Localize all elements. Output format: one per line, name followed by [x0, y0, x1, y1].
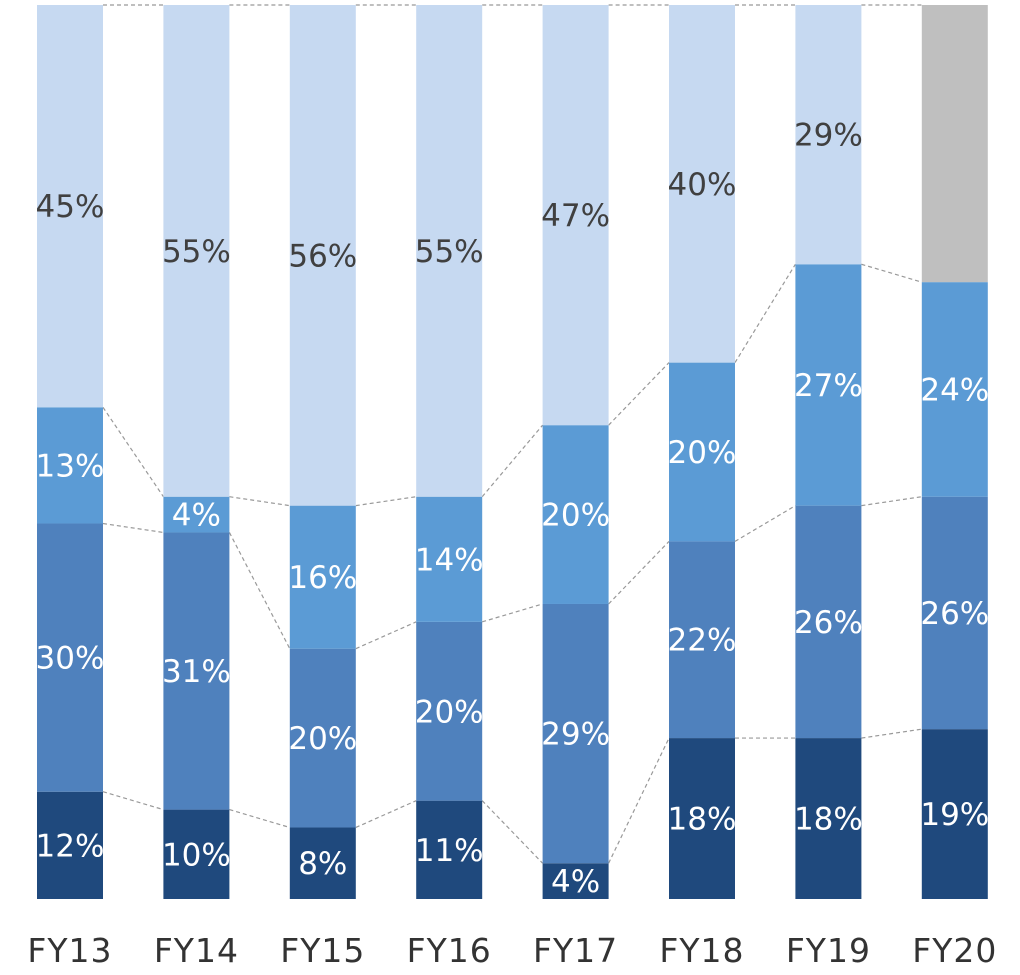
connector-line-s1-fy16	[481, 800, 544, 864]
connector-line-s3-fy15	[355, 496, 417, 507]
bar-segment-s2-fy13	[37, 523, 103, 792]
data-label-s1-fy18: 18%	[668, 802, 737, 838]
x-axis-tick-labels: FY13 FY14 FY15 FY16 FY17 FY18 FY19 FY20	[27, 931, 997, 970]
data-label-s3-fy19: 27%	[794, 368, 863, 404]
data-label-s1-fy20: 19%	[920, 797, 989, 833]
connector-line-s1-fy19	[861, 728, 922, 739]
bar-segment-s4-fy18	[669, 5, 735, 363]
connector-line-s2-fy17	[608, 540, 670, 605]
connector-line-s3-fy19	[861, 263, 922, 283]
x-tick-label-fy16: FY16	[407, 931, 492, 970]
bar-segment-s1-fy16	[416, 800, 483, 899]
bar-segment-s1-fy15	[289, 827, 356, 899]
connector-line-s1-fy15	[355, 800, 417, 829]
bar-segment-s1-fy19	[795, 738, 862, 899]
data-label-s2-fy18: 22%	[668, 623, 737, 659]
bar-segment-s3-fy18	[669, 362, 735, 542]
bar-segment-s4-fy14	[163, 5, 230, 497]
data-label-s1-fy16: 11%	[415, 833, 484, 869]
data-label-s3-fy13: 13%	[36, 448, 105, 484]
connector-line-s1-fy17	[608, 737, 670, 864]
data-label-s4-fy17: 47%	[541, 198, 610, 234]
data-label-s2-fy19: 26%	[794, 605, 863, 641]
bar-segment-s4-fy13	[37, 5, 103, 408]
data-label-s1-fy15: 8%	[298, 846, 347, 882]
data-label-s4-fy15: 56%	[288, 238, 357, 274]
connector-line-s2-fy18	[734, 505, 796, 542]
x-tick-label-fy17: FY17	[533, 931, 618, 970]
connector-line-s1-fy13	[102, 791, 164, 811]
bar-segment-s2-fy16	[416, 621, 483, 801]
x-tick-label-fy15: FY15	[280, 931, 365, 970]
data-label-s2-fy20: 26%	[920, 596, 989, 632]
bar-segment-s2-fy19	[795, 505, 862, 739]
bar-segment-s2-fy14	[163, 532, 230, 810]
bar-segment-remainder-fy20	[921, 5, 988, 283]
bar-segment-s3-fy15	[289, 505, 356, 649]
data-label-s2-fy13: 30%	[36, 641, 105, 677]
bar-segment-s1-fy20	[921, 729, 988, 899]
data-label-s2-fy16: 20%	[415, 694, 484, 730]
bar-segment-s3-fy17	[542, 425, 609, 604]
data-label-s4-fy14: 55%	[162, 234, 231, 270]
x-tick-label-fy14: FY14	[154, 931, 239, 970]
bar-segment-s4-fy15	[289, 5, 356, 506]
bar-segment-s1-fy17	[542, 863, 609, 899]
bar-segments	[37, 5, 988, 899]
data-label-s3-fy15: 16%	[288, 560, 357, 596]
bar-segment-s3-fy14	[163, 496, 230, 533]
data-label-s3-fy16: 14%	[415, 542, 484, 578]
bar-segment-s1-fy13	[37, 791, 103, 899]
connector-line-s3-fy14	[229, 496, 290, 507]
x-tick-label-fy20: FY20	[912, 931, 997, 970]
data-label-s4-fy19: 29%	[794, 118, 863, 154]
data-label-s3-fy18: 20%	[668, 435, 737, 471]
connector-line-s2-fy14	[228, 532, 291, 649]
data-label-s3-fy14: 4%	[172, 498, 221, 534]
data-label-s4-fy16: 55%	[415, 234, 484, 270]
data-label-s1-fy13: 12%	[36, 828, 105, 864]
data-label-s2-fy15: 20%	[288, 721, 357, 757]
bar-segment-s1-fy18	[669, 738, 735, 899]
bar-segment-s2-fy18	[669, 541, 735, 739]
data-label-s2-fy17: 29%	[541, 717, 610, 753]
x-tick-label-fy19: FY19	[786, 931, 871, 970]
data-label-s1-fy19: 18%	[794, 802, 863, 838]
bar-segment-s3-fy19	[795, 264, 862, 506]
bar-segment-s2-fy15	[289, 648, 356, 828]
data-label-s1-fy14: 10%	[162, 837, 231, 873]
bar-segment-s2-fy20	[921, 496, 988, 730]
data-label-s3-fy17: 20%	[541, 498, 610, 534]
connector-line-s3-fy17	[608, 362, 670, 426]
bar-segment-s4-fy19	[795, 5, 862, 265]
connector-line-s2-fy13	[102, 522, 164, 534]
bar-segment-s3-fy16	[416, 496, 483, 622]
data-label-s4-fy18: 40%	[668, 167, 737, 203]
data-labels: 12% 30% 13% 45% 10% 31% 4% 55% 8% 20% 16% 56% 11% 20%…	[36, 118, 990, 900]
data-label-s4-fy13: 45%	[36, 189, 105, 225]
data-label-s1-fy17: 4%	[551, 864, 600, 900]
x-tick-label-fy13: FY13	[27, 931, 112, 970]
bar-segment-s4-fy17	[542, 5, 609, 426]
connector-lines	[102, 4, 922, 864]
data-label-s3-fy20: 24%	[920, 372, 989, 408]
connector-line-s2-fy15	[355, 621, 417, 650]
bar-segment-s3-fy13	[37, 407, 103, 524]
connector-line-s3-fy13	[102, 406, 164, 498]
data-label-s2-fy14: 31%	[162, 654, 231, 690]
connector-line-s2-fy16	[482, 603, 543, 623]
connector-line-s3-fy18	[734, 263, 796, 363]
connector-line-s2-fy19	[861, 496, 922, 507]
bar-segment-s3-fy20	[921, 282, 988, 497]
connector-line-s1-fy14	[229, 809, 290, 829]
bar-segment-s1-fy14	[163, 809, 230, 899]
bar-segment-s2-fy17	[542, 603, 609, 864]
bar-segment-s4-fy16	[416, 5, 483, 497]
x-tick-label-fy18: FY18	[659, 931, 744, 970]
connector-line-s3-fy16	[481, 424, 544, 498]
